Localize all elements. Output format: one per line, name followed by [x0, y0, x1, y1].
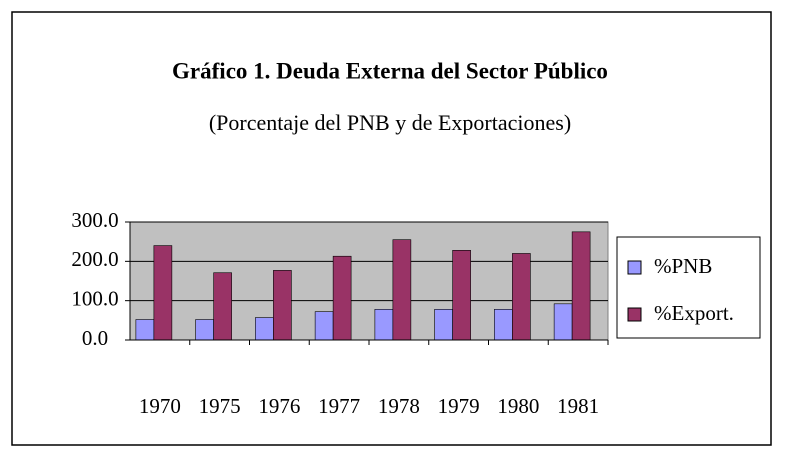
x-tick-label: 1981 — [557, 394, 599, 418]
x-tick-label: 1980 — [497, 394, 539, 418]
bar — [553, 303, 573, 341]
bar — [494, 309, 513, 341]
bar — [153, 245, 173, 341]
x-tick-label: 1977 — [318, 394, 360, 418]
x-tick-label: 1976 — [258, 394, 300, 418]
bar — [571, 231, 591, 341]
legend-label: %PNB — [654, 254, 712, 278]
bar — [213, 272, 232, 341]
bar — [332, 255, 352, 341]
bar — [195, 319, 214, 341]
y-tick-label: 100.0 — [71, 286, 118, 310]
y-tick-label: 0.0 — [82, 326, 108, 350]
chart-subtitle: (Porcentaje del PNB y de Exportaciones) — [209, 110, 571, 135]
y-tick-label: 300.0 — [71, 208, 118, 232]
legend-label: %Export. — [654, 301, 734, 325]
legend-swatch — [627, 307, 642, 322]
bar — [273, 270, 292, 341]
bar — [452, 250, 471, 341]
bar — [512, 253, 531, 341]
bar — [374, 309, 394, 341]
chart-title: Gráfico 1. Deuda Externa del Sector Públ… — [172, 58, 608, 83]
x-tick-label: 1970 — [139, 394, 181, 418]
bar — [314, 311, 334, 341]
y-tick-label: 200.0 — [71, 247, 118, 271]
bar — [434, 309, 453, 341]
x-tick-label: 1975 — [199, 394, 241, 418]
x-tick-label: 1979 — [438, 394, 480, 418]
bar — [392, 239, 412, 341]
legend-swatch — [627, 260, 642, 275]
bar — [135, 319, 155, 341]
x-tick-label: 1978 — [378, 394, 420, 418]
bar — [255, 317, 274, 341]
